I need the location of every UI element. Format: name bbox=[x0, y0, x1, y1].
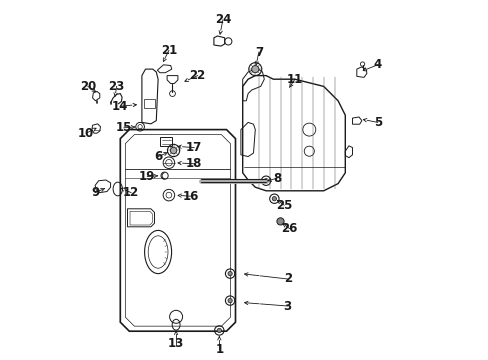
Text: 5: 5 bbox=[373, 116, 381, 129]
Text: 4: 4 bbox=[373, 58, 381, 71]
Circle shape bbox=[227, 298, 232, 303]
Text: 7: 7 bbox=[254, 46, 263, 59]
Text: 15: 15 bbox=[116, 121, 132, 134]
Circle shape bbox=[217, 328, 221, 333]
Text: 14: 14 bbox=[112, 100, 128, 113]
Text: 19: 19 bbox=[139, 170, 155, 183]
Polygon shape bbox=[201, 179, 265, 182]
Text: 24: 24 bbox=[214, 13, 231, 26]
Bar bbox=[144, 99, 155, 108]
Text: 6: 6 bbox=[154, 150, 162, 163]
Text: 25: 25 bbox=[275, 199, 292, 212]
Text: 18: 18 bbox=[185, 157, 202, 170]
Text: 20: 20 bbox=[80, 80, 96, 93]
Text: 16: 16 bbox=[182, 190, 198, 203]
Text: 26: 26 bbox=[281, 222, 297, 235]
Circle shape bbox=[170, 147, 177, 154]
Text: 10: 10 bbox=[78, 127, 94, 140]
Text: 12: 12 bbox=[122, 186, 139, 199]
Text: 3: 3 bbox=[283, 300, 291, 312]
Circle shape bbox=[264, 179, 268, 183]
Text: 9: 9 bbox=[91, 186, 99, 199]
Text: 8: 8 bbox=[272, 172, 281, 185]
Text: 17: 17 bbox=[185, 141, 202, 154]
Text: 11: 11 bbox=[286, 73, 303, 86]
Text: 1: 1 bbox=[215, 343, 223, 356]
Text: 23: 23 bbox=[108, 80, 124, 93]
Text: 13: 13 bbox=[168, 337, 184, 350]
Text: 21: 21 bbox=[161, 44, 177, 57]
Text: 2: 2 bbox=[283, 273, 291, 285]
Text: 22: 22 bbox=[189, 69, 205, 82]
Circle shape bbox=[227, 271, 232, 276]
Circle shape bbox=[272, 197, 276, 201]
Circle shape bbox=[276, 218, 284, 225]
Circle shape bbox=[251, 66, 258, 73]
